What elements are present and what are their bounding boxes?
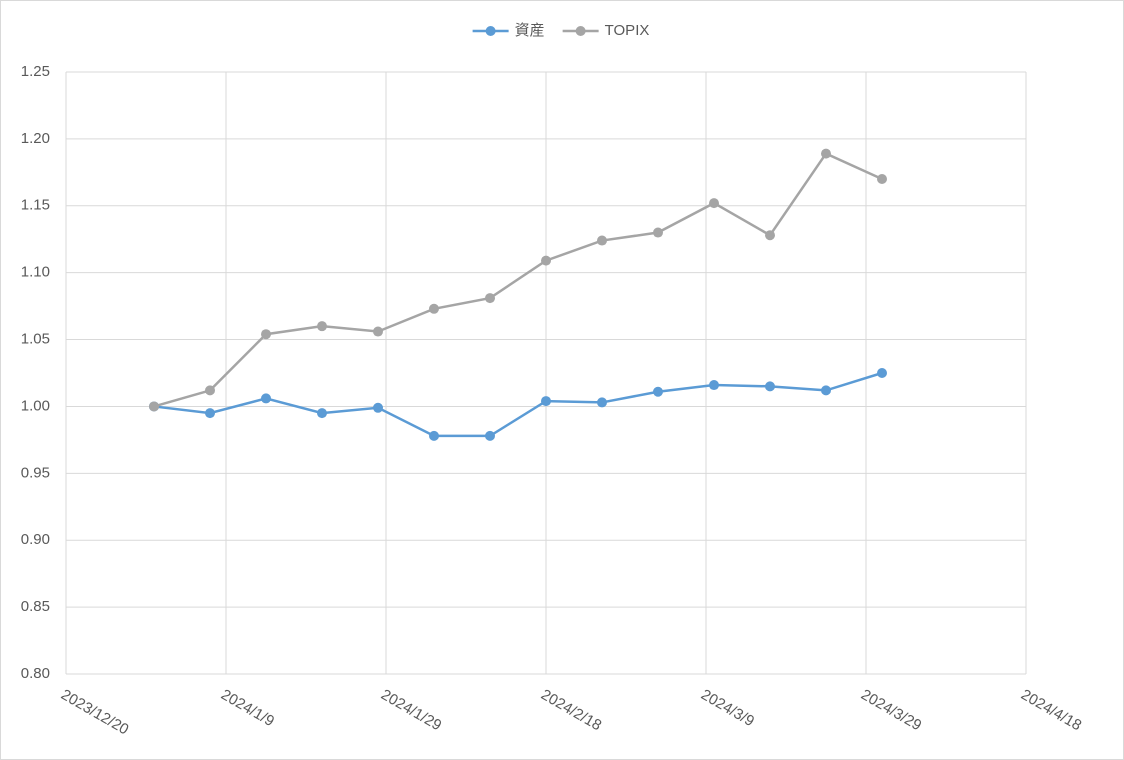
data-point — [261, 329, 271, 340]
data-point — [597, 235, 607, 246]
legend: 資産 TOPIX — [472, 22, 650, 39]
y-tick-label: 0.80 — [21, 665, 50, 682]
data-point — [429, 430, 439, 441]
data-point — [205, 408, 215, 419]
data-point — [765, 381, 775, 392]
data-point — [429, 303, 439, 314]
y-tick-label: 1.10 — [21, 264, 50, 281]
data-point — [877, 368, 887, 378]
series-line — [153, 152, 883, 408]
data-point — [317, 321, 327, 332]
data-point — [765, 230, 775, 241]
legend-marker — [485, 26, 496, 36]
data-point — [821, 148, 831, 159]
data-point — [541, 396, 551, 407]
data-point — [541, 255, 551, 266]
data-point — [821, 385, 831, 396]
data-point — [205, 385, 215, 396]
data-point — [877, 174, 887, 185]
y-tick-label: 1.00 — [21, 397, 50, 414]
y-tick-label: 1.25 — [21, 63, 50, 80]
data-point — [261, 393, 271, 404]
legend-label: TOPIX — [605, 22, 650, 39]
legend-marker — [575, 26, 586, 36]
y-tick-label: 1.15 — [21, 197, 50, 214]
y-tick-label: 0.90 — [21, 531, 50, 548]
y-tick-label: 1.20 — [21, 130, 50, 147]
data-point — [709, 198, 719, 209]
data-point — [709, 380, 719, 391]
y-tick-label: 1.05 — [21, 331, 50, 348]
data-point — [653, 227, 663, 238]
data-point — [373, 326, 383, 337]
data-point — [653, 386, 663, 397]
y-tick-label: 0.95 — [21, 464, 50, 481]
data-point — [485, 430, 495, 441]
data-point — [597, 397, 607, 408]
data-point — [485, 293, 495, 304]
legend-label: 資産 — [515, 22, 545, 39]
series — [149, 148, 887, 412]
y-tick-label: 0.85 — [21, 598, 50, 615]
data-point — [149, 401, 159, 412]
data-point — [317, 408, 327, 419]
data-point — [373, 402, 383, 413]
series-line — [153, 371, 883, 438]
